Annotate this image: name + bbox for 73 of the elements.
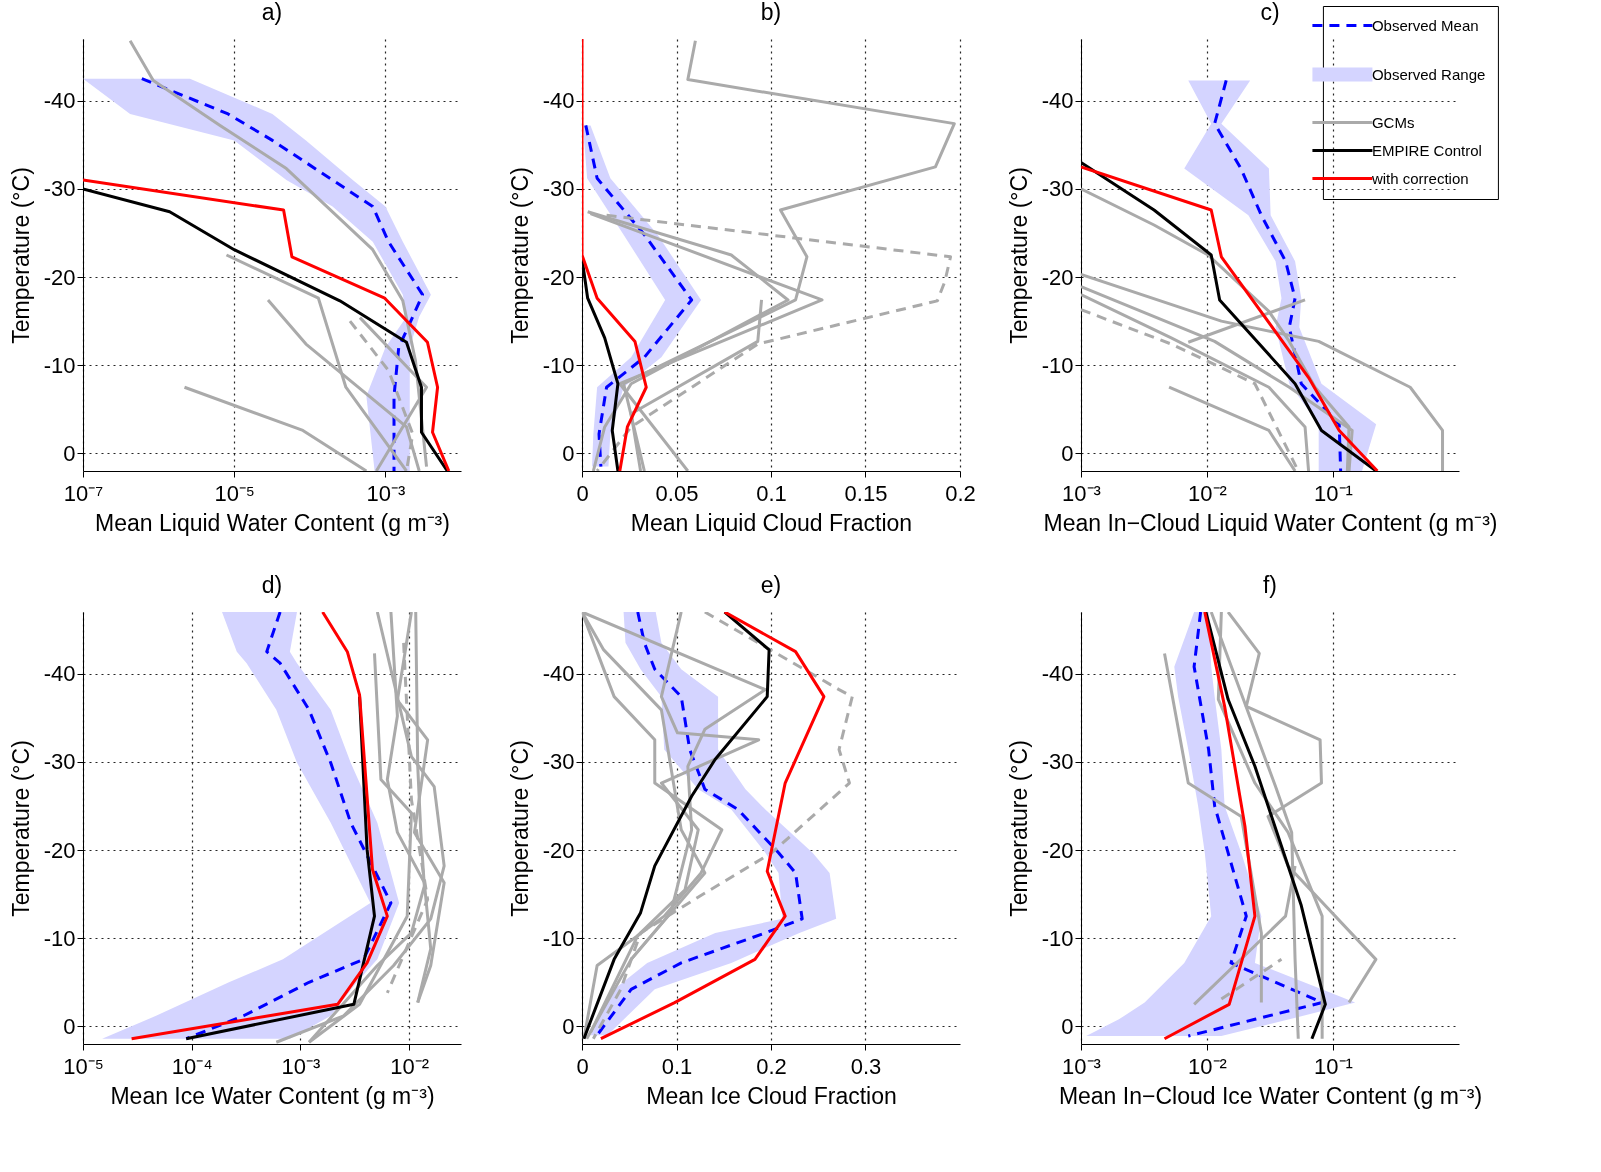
x-tick-label: 0.1 — [756, 480, 787, 506]
y-tick-label: -40 — [1041, 661, 1074, 687]
x-tick-label: 10⁻³ — [366, 480, 406, 506]
x-tick-label: 10⁻³ — [1062, 480, 1101, 506]
x-axis-title: Mean Liquid Water Content (g m⁻³) — [95, 509, 450, 536]
x-axis-title: Mean Ice Water Content (g m⁻³) — [110, 1082, 435, 1109]
annotation: Observed Range — [1371, 65, 1486, 83]
y-axis-title: Temperature (°C) — [1005, 740, 1032, 917]
x-tick-label: 10⁻² — [1188, 480, 1227, 506]
y-tick-label: -10 — [1041, 352, 1074, 378]
y-tick-label: -40 — [542, 661, 575, 687]
x-tick-label: 10⁻⁷ — [63, 480, 104, 506]
x-tick-label: 10⁻² — [1188, 1053, 1227, 1079]
y-tick-label: -30 — [43, 749, 76, 775]
chart-title: d) — [261, 572, 283, 598]
chart-title: c) — [1260, 0, 1280, 25]
y-tick-label: 0 — [63, 1013, 76, 1039]
y-tick-label: -20 — [1041, 264, 1074, 290]
x-tick-label: 10⁻³ — [281, 1053, 321, 1079]
y-axis-title: Temperature (°C) — [506, 167, 533, 344]
y-tick-label: -40 — [1041, 88, 1074, 114]
y-tick-label: 0 — [562, 1013, 575, 1039]
chart-title: f) — [1262, 572, 1278, 598]
y-tick-label: -40 — [43, 661, 76, 687]
x-tick-label: 0.1 — [661, 1053, 693, 1079]
x-tick-label: 10⁻² — [390, 1053, 430, 1079]
legend-label: EMPIRE Control — [1371, 141, 1482, 159]
x-tick-label: 0.05 — [655, 480, 699, 506]
y-axis-title: Temperature (°C) — [1005, 167, 1032, 344]
y-tick-label: -10 — [1041, 925, 1074, 951]
y-tick-label: -30 — [1041, 176, 1074, 202]
legend-label: GCMs — [1371, 113, 1415, 131]
y-tick-label: -30 — [1041, 749, 1074, 775]
x-tick-label: 10⁻⁵ — [214, 480, 255, 506]
y-tick-label: -10 — [542, 925, 575, 951]
x-tick-label: 0.3 — [850, 1053, 882, 1079]
y-tick-label: -30 — [43, 176, 76, 202]
x-tick-label: 10⁻³ — [1062, 1053, 1101, 1079]
y-tick-label: -40 — [542, 88, 575, 114]
x-tick-label: 10⁻⁴ — [171, 1053, 213, 1079]
legend-label: with correction — [1370, 169, 1469, 187]
y-tick-label: -10 — [43, 352, 76, 378]
x-tick-label: 0.2 — [756, 1053, 787, 1079]
chart-title: e) — [760, 572, 782, 598]
x-axis-title: Mean Liquid Cloud Fraction — [630, 509, 913, 536]
x-axis-title: Mean In−Cloud Ice Water Content (g m⁻³) — [1058, 1082, 1483, 1109]
y-axis-title: Temperature (°C) — [7, 167, 34, 344]
y-tick-label: -30 — [542, 749, 575, 775]
y-tick-label: -20 — [43, 264, 76, 290]
y-tick-label: 0 — [562, 440, 575, 466]
x-tick-label: 0.2 — [945, 480, 976, 506]
y-tick-label: 0 — [1061, 1013, 1074, 1039]
chart-title: b) — [760, 0, 782, 25]
y-tick-label: -30 — [542, 176, 575, 202]
y-tick-label: 0 — [1061, 440, 1074, 466]
x-tick-label: 0.15 — [844, 480, 888, 506]
x-tick-label: 10⁻¹ — [1314, 480, 1353, 506]
x-tick-label: 10⁻⁵ — [63, 1053, 104, 1079]
y-axis-title: Temperature (°C) — [506, 740, 533, 917]
y-tick-label: -20 — [542, 837, 575, 863]
y-tick-label: -20 — [1041, 837, 1074, 863]
y-tick-label: -40 — [43, 88, 76, 114]
y-tick-label: -10 — [43, 925, 76, 951]
x-axis-title: Mean In−Cloud Liquid Water Content (g m⁻³) — [1043, 509, 1498, 536]
y-tick-label: -10 — [542, 352, 575, 378]
y-tick-label: -20 — [43, 837, 76, 863]
legend-label: Observed Mean — [1371, 16, 1479, 34]
y-tick-label: 0 — [63, 440, 76, 466]
x-tick-label: 10⁻¹ — [1314, 1053, 1353, 1079]
x-axis-title: Mean Ice Cloud Fraction — [646, 1082, 897, 1109]
chart-title: a) — [261, 0, 283, 25]
y-axis-title: Temperature (°C) — [7, 740, 34, 917]
y-tick-label: -20 — [542, 264, 575, 290]
